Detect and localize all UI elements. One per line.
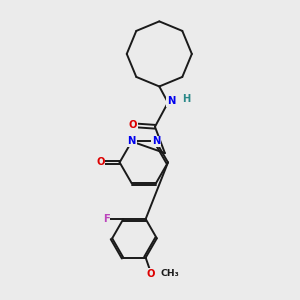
Text: N: N (128, 136, 136, 146)
Text: O: O (147, 269, 155, 279)
Text: N: N (167, 96, 175, 106)
Text: H: H (182, 94, 190, 104)
Text: O: O (96, 158, 105, 167)
Text: CH₃: CH₃ (160, 269, 179, 278)
Text: F: F (103, 214, 110, 224)
Text: N: N (152, 136, 160, 146)
Text: O: O (128, 120, 137, 130)
